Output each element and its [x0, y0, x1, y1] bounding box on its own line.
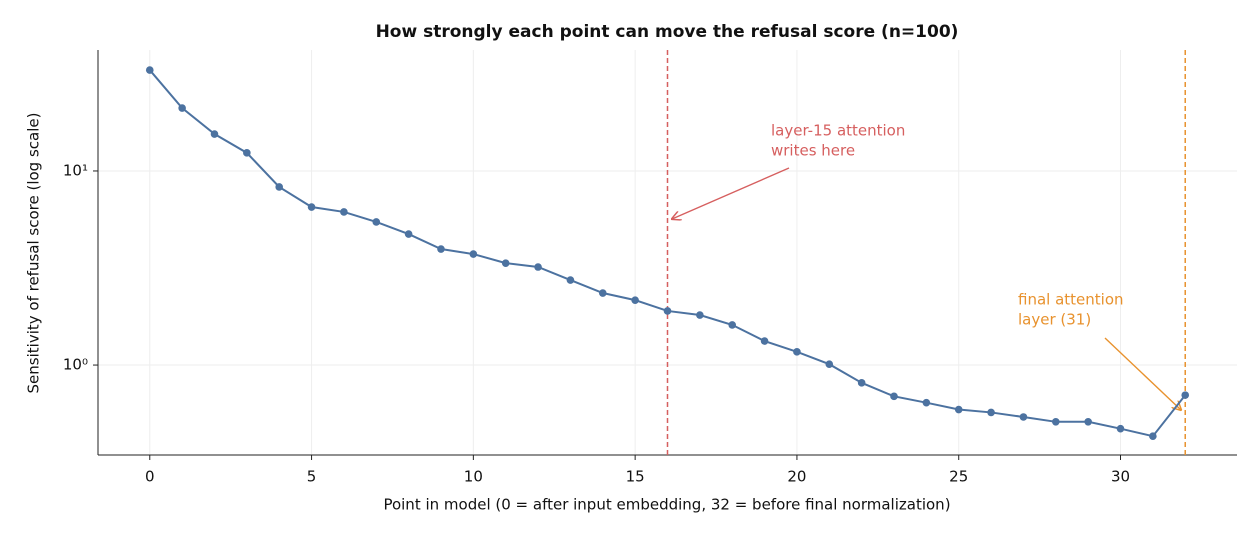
data-point: [145, 66, 154, 74]
data-point: [696, 311, 704, 319]
x-tick-label: 30: [1111, 468, 1130, 486]
data-point: [890, 392, 898, 401]
annotation: final attention: [1018, 291, 1124, 309]
data-point: [954, 405, 963, 414]
x-tick-label: 10: [464, 468, 483, 486]
y-axis-label: Sensitivity of refusal score (log scale): [25, 113, 43, 394]
y-tick-label: 10¹: [63, 161, 88, 179]
data-point: [307, 203, 316, 211]
data-point: [1181, 391, 1190, 399]
data-point: [210, 130, 219, 138]
data-point: [922, 398, 931, 407]
data-point: [1149, 432, 1157, 440]
data-point: [987, 408, 995, 417]
chart-title: How strongly each point can move the ref…: [376, 22, 959, 42]
data-point: [1116, 424, 1125, 433]
annotation: layer (31): [1018, 311, 1091, 329]
data-point: [275, 183, 284, 191]
data-point: [243, 149, 251, 157]
x-axis-label: Point in model (0 = after input embeddin…: [383, 496, 950, 514]
data-point: [598, 289, 607, 297]
data-point: [566, 276, 575, 284]
data-point: [728, 321, 737, 329]
data-point: [663, 307, 672, 315]
data-point: [1019, 413, 1028, 421]
data-point: [178, 104, 186, 112]
x-tick-label: 25: [949, 468, 968, 486]
x-tick-label: 0: [145, 468, 155, 486]
data-point: [825, 360, 834, 369]
y-tick-label: 10⁰: [63, 356, 88, 374]
data-point: [469, 250, 478, 258]
data-point: [793, 348, 801, 356]
annotation-arrow: [672, 167, 790, 219]
x-tick-label: 15: [626, 468, 645, 486]
data-point: [340, 208, 348, 216]
x-tick-label: 5: [307, 468, 317, 486]
data-point: [534, 263, 542, 271]
annotation-arrow: [1104, 337, 1181, 410]
data-point: [437, 245, 445, 253]
x-tick-label: 20: [787, 468, 806, 486]
data-point: [857, 379, 866, 387]
data-point: [404, 230, 413, 238]
annotation: writes here: [771, 142, 855, 160]
data-point: [372, 218, 381, 226]
data-point: [1051, 418, 1060, 426]
data-point: [631, 296, 639, 304]
data-point: [501, 259, 510, 267]
annotation: layer-15 attention: [771, 122, 905, 140]
data-point: [760, 337, 769, 345]
data-point: [1084, 418, 1092, 426]
